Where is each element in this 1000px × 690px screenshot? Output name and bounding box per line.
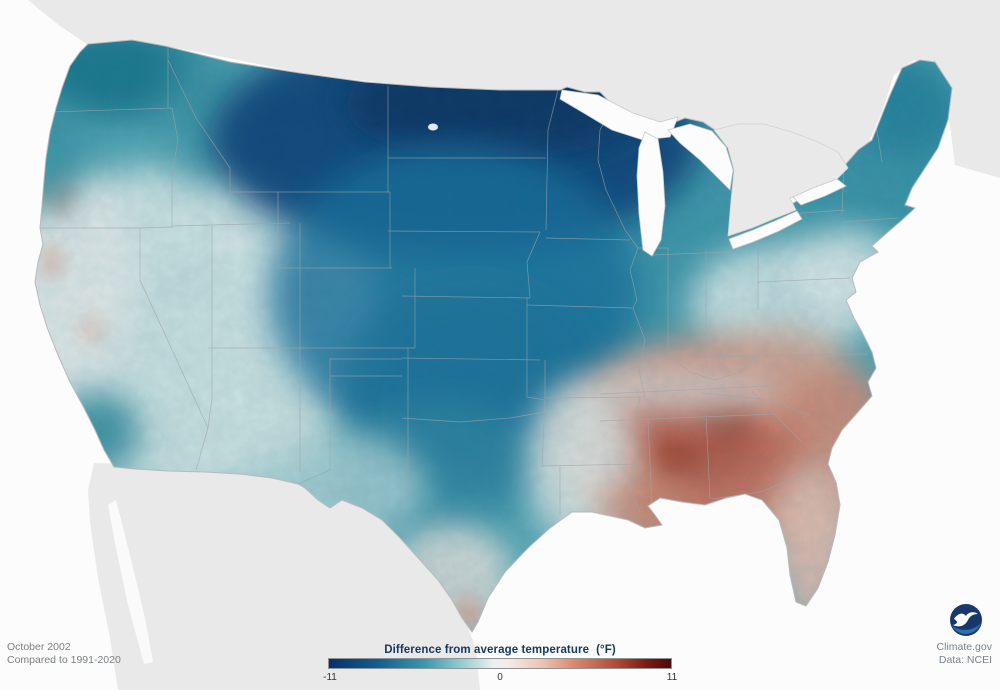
colorbar-tick-mid: 0 [497, 672, 503, 683]
temperature-colorbar [328, 658, 672, 669]
lake-ontario [792, 178, 847, 206]
colorbar-tick-min: -11 [323, 672, 337, 683]
period-label: October 2002 [7, 641, 71, 653]
colorbar-tick-max: 11 [666, 672, 678, 683]
date-block: October 2002 Compared to 1991-2020 [7, 641, 121, 667]
lake-michigan [636, 131, 666, 257]
lake-erie [728, 210, 803, 250]
noaa-gull [953, 612, 978, 627]
small-lake [428, 123, 438, 131]
baseline-label: Compared to 1991-2020 [7, 654, 121, 666]
legend-units: (°F) [596, 644, 616, 656]
credit-site: Climate.gov [936, 641, 992, 653]
credits-block: Climate.gov Data: NCEI [937, 641, 992, 667]
noaa-lower-arc [952, 623, 981, 634]
noaa-logo-icon [950, 604, 982, 636]
gulf-of-california [108, 500, 153, 664]
lake-superior [559, 89, 679, 141]
legend-title-text: Difference from average temperature [384, 644, 590, 656]
legend-title: Difference from average temperature (°F) [0, 644, 1000, 656]
lake-huron [667, 123, 734, 191]
credit-data: Data: NCEI [938, 654, 992, 666]
great-lakes [428, 89, 847, 257]
